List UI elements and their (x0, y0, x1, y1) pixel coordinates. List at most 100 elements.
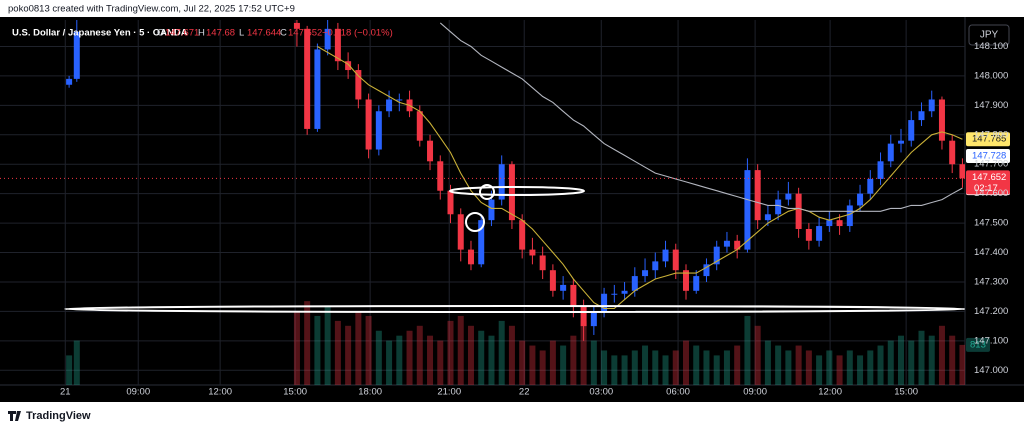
candle-body (293, 22, 300, 29)
candle-body (682, 270, 689, 291)
volume-bar (652, 350, 659, 385)
candle-body (570, 284, 577, 306)
candle-body (713, 246, 720, 265)
candle-body (355, 70, 362, 100)
candle-body (73, 31, 80, 79)
candle-body (66, 78, 73, 85)
volume-bar (560, 345, 567, 385)
candle-body (775, 199, 782, 215)
volume-bar (662, 355, 669, 385)
candle-body (805, 228, 812, 241)
volume-bar (488, 335, 495, 385)
countdown: 02:17 (974, 183, 998, 194)
candle-body (427, 140, 434, 162)
volume-bar (467, 325, 474, 385)
volume-bar (908, 340, 915, 385)
candle-body (928, 99, 935, 112)
volume-bar (375, 330, 382, 385)
y-tick-label: 147.400 (974, 247, 1008, 258)
candle-body (908, 120, 915, 141)
last-price-label: 147.652 (972, 172, 1006, 183)
volume-bar (816, 355, 823, 385)
volume-bar (590, 340, 597, 385)
x-tick-label: 21 (60, 387, 71, 398)
candle-body (877, 161, 884, 179)
candle-body (467, 249, 474, 265)
volume-bar (734, 345, 741, 385)
candle-body (345, 61, 352, 71)
candle-body (857, 193, 864, 206)
candle-body (642, 270, 649, 277)
candle-body (334, 28, 341, 62)
volume-bar (324, 306, 331, 385)
x-tick-label: 03:00 (589, 387, 613, 398)
volume-bar (795, 345, 802, 385)
y-tick-label: 147.800 (974, 129, 1008, 140)
volume-bar (938, 325, 945, 385)
legend-label: O (157, 28, 164, 39)
annotation-circle (465, 212, 485, 232)
volume-bar (703, 350, 710, 385)
candle-body (519, 220, 526, 250)
volume-bar (396, 335, 403, 385)
candle-body (795, 193, 802, 229)
candle-body (447, 190, 454, 215)
x-tick-label: 15:00 (894, 387, 918, 398)
x-tick-label: 15:00 (283, 387, 307, 398)
volume-bar (73, 340, 80, 385)
volume-bar (918, 330, 925, 385)
symbol-title: U.S. Dollar / Japanese Yen · 5 · OANDA (12, 28, 188, 39)
volume-bar (959, 344, 965, 385)
volume-bar (293, 311, 300, 385)
volume-bar (857, 355, 864, 385)
volume-tag (966, 337, 990, 352)
volume-bar (836, 355, 843, 385)
legend-label: H (198, 28, 205, 39)
legend-label: L (239, 28, 244, 39)
volume-bar (66, 355, 73, 385)
x-tick-label: 09:00 (743, 387, 767, 398)
volume-bar (621, 355, 628, 385)
candle-body (416, 111, 423, 141)
volume-bar (898, 335, 905, 385)
x-tick-label: 21:00 (437, 387, 461, 398)
volume-bar (805, 350, 812, 385)
volume-bar (672, 350, 679, 385)
y-tick-label: 147.100 (974, 335, 1008, 346)
candle-body (508, 164, 515, 221)
candles (0, 20, 965, 341)
volume-bar (427, 335, 434, 385)
volume-bar (508, 325, 515, 385)
x-tick-label: 22 (519, 387, 530, 398)
volume-bar (406, 330, 413, 385)
candle-body (723, 240, 730, 247)
change: −0.018 (−0.01%) (322, 28, 393, 39)
candle-body (785, 193, 792, 200)
x-tick-label: 06:00 (666, 387, 690, 398)
candle-body (365, 99, 372, 150)
volume-bar (949, 335, 956, 385)
candle-body (478, 220, 485, 265)
y-tick-label: 147.500 (974, 218, 1008, 229)
price-tag (966, 148, 1010, 163)
volume-bar (846, 350, 853, 385)
candle-body (396, 99, 403, 101)
volume-bar (693, 345, 700, 385)
candle-body (304, 28, 311, 129)
volume-bar (928, 335, 935, 385)
y-tick-label: 148.100 (974, 41, 1008, 52)
volume-bar (304, 301, 311, 385)
candle-body (549, 270, 556, 291)
candle-body (375, 111, 382, 150)
volume-bar (529, 345, 536, 385)
volume-bar (570, 335, 577, 385)
y-tick-label: 147.000 (974, 365, 1008, 376)
moving-average (439, 22, 963, 212)
volume-bar (416, 325, 423, 385)
candle-body (580, 305, 587, 327)
volume-bar (642, 345, 649, 385)
volume (66, 301, 965, 385)
candle-body (631, 276, 638, 291)
brand-logo (8, 411, 21, 421)
